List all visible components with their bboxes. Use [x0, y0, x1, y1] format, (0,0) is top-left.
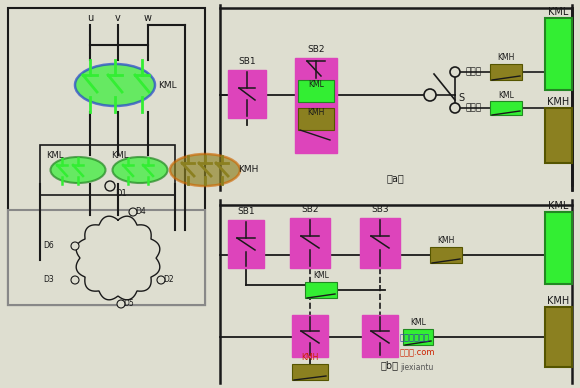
Bar	[40, 145, 175, 195]
Bar	[545, 108, 572, 163]
Bar	[8, 210, 205, 305]
Text: SB2: SB2	[307, 45, 325, 54]
Text: D2: D2	[163, 275, 173, 284]
Text: SB2: SB2	[301, 206, 319, 215]
Bar	[545, 212, 572, 284]
Text: KMH: KMH	[307, 108, 325, 117]
Text: （a）: （a）	[386, 173, 404, 183]
Circle shape	[129, 208, 137, 216]
Text: KMH: KMH	[238, 166, 258, 175]
Circle shape	[71, 242, 79, 250]
Text: D3: D3	[44, 275, 54, 284]
Bar	[290, 218, 330, 268]
Ellipse shape	[113, 157, 168, 183]
Text: KML: KML	[308, 80, 324, 89]
Circle shape	[424, 89, 436, 101]
Text: SB1: SB1	[238, 57, 256, 66]
Bar	[292, 315, 328, 357]
Circle shape	[450, 67, 460, 77]
Text: KML: KML	[410, 318, 426, 327]
Text: KML: KML	[548, 201, 568, 211]
Circle shape	[117, 300, 125, 308]
Text: 高速档: 高速档	[465, 104, 481, 113]
Bar	[403, 329, 433, 345]
Bar	[8, 8, 205, 305]
Circle shape	[157, 276, 165, 284]
Text: S: S	[458, 93, 464, 103]
Bar	[298, 108, 334, 130]
Bar	[545, 307, 572, 367]
Text: D4: D4	[135, 208, 146, 217]
Text: D6: D6	[44, 241, 54, 251]
Text: SB1: SB1	[237, 208, 255, 217]
Bar	[228, 220, 264, 268]
Text: 接线图.com: 接线图.com	[400, 348, 436, 357]
Circle shape	[71, 276, 79, 284]
Text: SB3: SB3	[371, 206, 389, 215]
Text: KML: KML	[548, 7, 568, 17]
Bar	[298, 80, 334, 102]
Text: jiexiantu: jiexiantu	[400, 364, 433, 372]
Text: 低速档: 低速档	[465, 68, 481, 76]
Text: （b）: （b）	[381, 360, 399, 370]
Bar	[292, 364, 328, 380]
Text: KMH: KMH	[548, 97, 570, 107]
Bar	[362, 315, 398, 357]
Bar	[228, 70, 266, 118]
Text: D1: D1	[115, 189, 127, 197]
Text: KML: KML	[158, 80, 177, 90]
Text: KML: KML	[498, 91, 514, 100]
Text: w: w	[144, 13, 152, 23]
Text: KML: KML	[313, 271, 329, 280]
Text: KMH: KMH	[548, 296, 570, 306]
Bar	[490, 101, 522, 115]
Text: v: v	[115, 13, 121, 23]
Ellipse shape	[170, 154, 240, 186]
Bar	[430, 247, 462, 263]
Circle shape	[450, 103, 460, 113]
Ellipse shape	[75, 64, 155, 106]
Text: KMH: KMH	[437, 236, 455, 245]
Text: KML: KML	[46, 151, 64, 159]
Text: KML: KML	[111, 151, 129, 159]
Bar	[360, 218, 400, 268]
Text: KMH: KMH	[497, 53, 514, 62]
Bar	[295, 58, 337, 153]
Bar	[490, 64, 522, 80]
Circle shape	[105, 181, 115, 191]
Bar	[305, 282, 337, 298]
Bar	[545, 18, 572, 90]
Ellipse shape	[50, 157, 106, 183]
Text: KMH: KMH	[302, 353, 318, 362]
Text: u: u	[87, 13, 93, 23]
Text: 电工技术之家: 电工技术之家	[400, 334, 430, 343]
Text: D5: D5	[123, 300, 134, 308]
